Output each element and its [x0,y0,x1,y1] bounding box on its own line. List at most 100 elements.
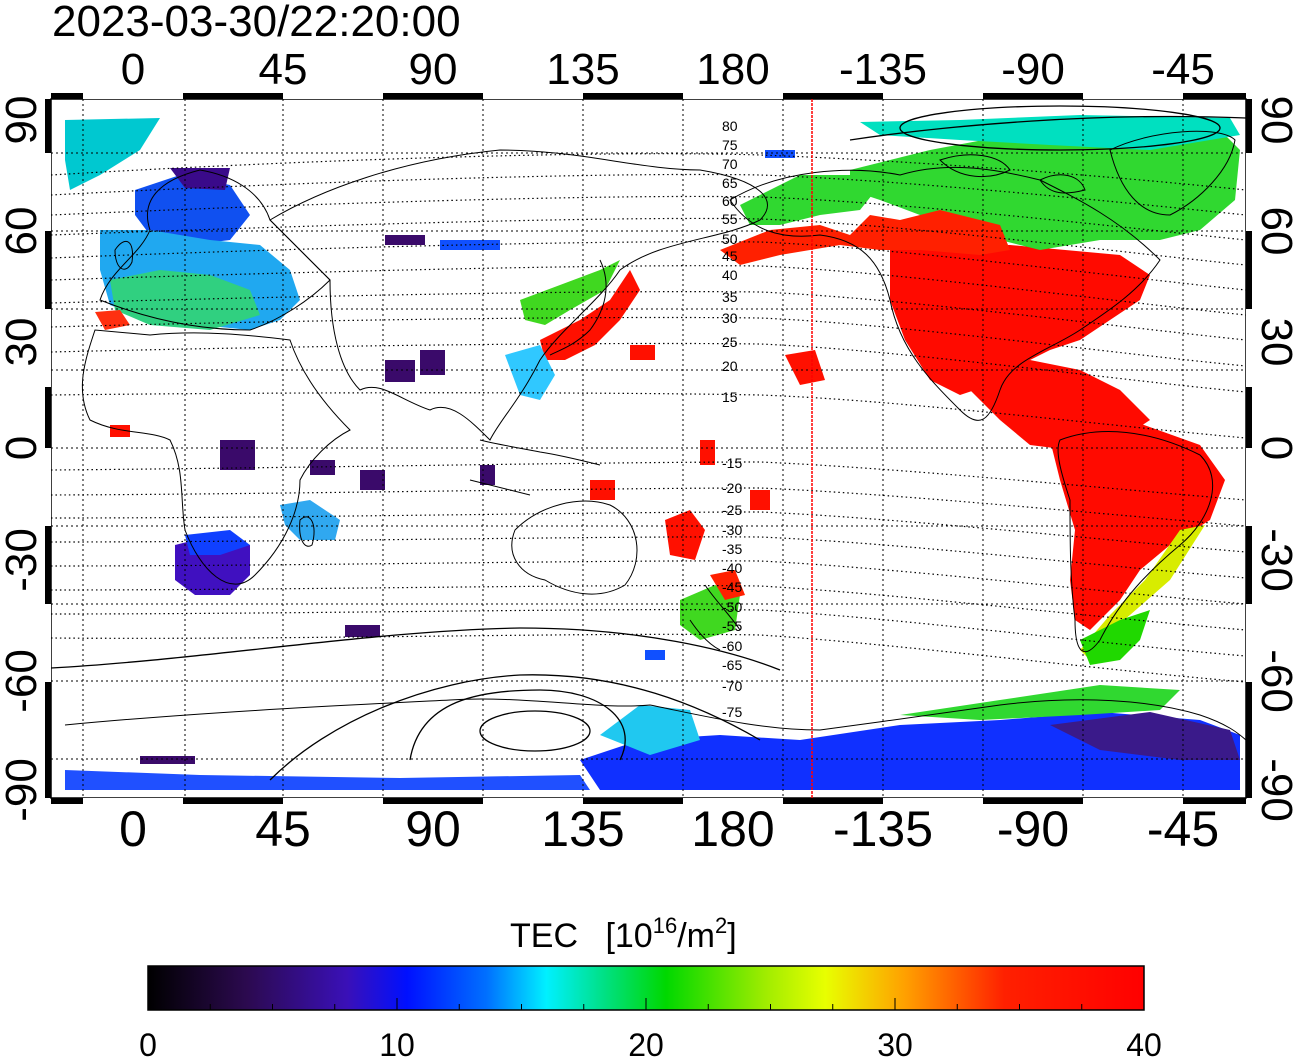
lon-tick-label-bottom: 0 [119,801,147,857]
lon-tick-label-top: 45 [259,45,308,94]
lon-tick-label-top: 180 [696,45,769,94]
lon-tick-label-top: -45 [1151,45,1215,94]
contour-label-south: -45 [722,579,742,595]
contour-label-south: -25 [722,502,742,518]
lon-tick-label-top: 0 [121,45,145,94]
lon-tick-label-bottom: 135 [541,801,624,857]
contour-label-north: 20 [722,358,738,374]
contour-label-north: 45 [722,248,738,264]
contour-label-north: 65 [722,175,738,191]
contour-label-north: 55 [722,211,738,227]
patch-japan-red [540,270,640,360]
contour-label-south: -40 [722,560,742,576]
contour-label-north: 75 [722,137,738,153]
lat-tick-label-right: 60 [1252,207,1294,256]
axis-bar-gaps [45,93,1252,804]
coast-australia [511,500,638,595]
patch-pacific-red [785,350,825,385]
patch-south-america [1050,420,1225,630]
lon-tick-label-top: -90 [1001,45,1065,94]
lat-tick-label-left: -90 [0,758,46,822]
contour-label-south: -50 [722,599,742,615]
coast-madagascar [299,516,315,547]
lat-tick-label-left: 60 [0,207,46,256]
lat-tick-label-right: 90 [1252,96,1294,145]
lat-tick-label-left: 30 [0,318,46,367]
lon-tick-label-top: 90 [409,45,458,94]
contour-labels-south: -15 -20 -25 -30 -35 -40 -45 -50 -55 -60 -65 -70 -75 [722,455,742,720]
contour-label-north: 25 [722,334,738,350]
contour-label-south: -20 [722,480,742,496]
contour-label-south: -70 [722,678,742,694]
scattered-cells [140,235,495,764]
contour-label-north: 35 [722,289,738,305]
colorbar-ticks: 0 10 20 30 40 [139,998,1162,1057]
colorbar-tick-label: 40 [1126,1027,1162,1057]
lon-tick-label-bottom: 180 [691,801,774,857]
coast-south-america [1057,431,1214,652]
coast-asia [269,149,768,441]
patch-alaska-green [740,175,880,225]
coast-antarctica [64,698,1246,741]
lat-tick-label-right: -30 [1252,528,1294,592]
lon-tick-label-bottom: 90 [405,801,461,857]
contour-label-north: 80 [722,118,738,134]
contour-label-north: 30 [722,310,738,326]
lat-tick-label-left: 90 [0,96,46,145]
patch-south-africa-blue [185,530,250,555]
lat-tick-label-right: -60 [1252,649,1294,713]
contour-label-south: -35 [722,541,742,557]
lat-tick-label-left: -30 [0,528,46,592]
lat-tick-label-right: 0 [1252,436,1294,460]
coast-arctic-islands [939,154,1086,194]
tec-data-patches [65,115,1240,790]
lat-tick-label-right: 30 [1252,318,1294,367]
colorbar-tick-label: 20 [628,1027,664,1057]
patch-china-mixed [505,345,555,400]
contour-label-north: 40 [722,267,738,283]
lat-tick-labels-right: 90 60 30 0 -30 -60 -90 [1252,96,1294,822]
auroral-contours [51,105,1246,781]
colorbar-tick-label: 0 [139,1027,157,1057]
contour-label-south: -55 [722,618,742,634]
contour-label-south: -60 [722,638,742,654]
patch-antarctic-dark [1050,712,1240,760]
contour-label-north: 60 [722,193,738,209]
patch-iberia-red [95,310,130,330]
contour-label-south: -15 [722,455,742,471]
timestamp-title: 2023-03-30/22:20:00 [52,0,461,46]
patch-iceland-cyan [65,118,160,190]
graticule [51,99,1246,798]
lat-tick-labels-left: 90 60 30 0 -30 -60 -90 [0,96,46,822]
colorbar-tick-label: 10 [379,1027,415,1057]
contour-label-north: 70 [722,156,738,172]
coastlines [64,130,1246,741]
contour-label-south: -30 [722,522,742,538]
lon-tick-label-top: 135 [546,45,619,94]
magnetic-contours [51,153,1246,683]
patch-coral-red [665,510,705,560]
lon-tick-label-bottom: 45 [255,801,311,857]
coast-north-america [729,166,1161,421]
lat-tick-label-right: -90 [1252,758,1294,822]
lon-tick-label-bottom: -135 [833,801,933,857]
patch-europe-blue [135,175,250,245]
coast-africa [81,329,351,585]
lon-tick-label-top: -135 [839,45,927,94]
patch-arctic-cyan [860,115,1240,150]
patch-patagonia [1080,610,1150,665]
patch-alaska [720,210,1010,265]
lon-tick-labels-top: 0 45 90 135 180 -135 -90 -45 [121,45,1215,94]
contour-label-north: 15 [722,389,738,405]
colorbar-tick-label: 30 [877,1027,913,1057]
coast-nz [689,584,741,651]
patch-japan-green [520,260,620,325]
lon-tick-label-bottom: -90 [997,801,1069,857]
coast-indonesia [469,439,601,496]
lon-tick-label-bottom: -45 [1147,801,1219,857]
patch-antarctic-west [65,770,590,790]
coast-japan [549,259,607,356]
patch-nz-red [710,570,745,600]
